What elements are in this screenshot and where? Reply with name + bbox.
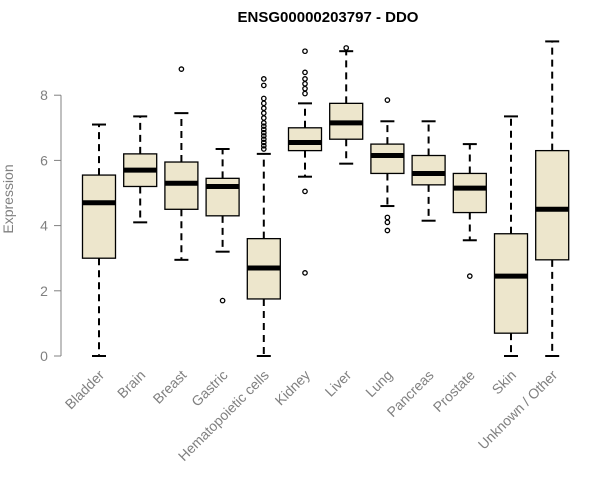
chart-title: ENSG00000203797 - DDO (238, 9, 419, 26)
x-tick-label: Lung (362, 367, 395, 400)
x-tick-label: Brain (114, 367, 148, 401)
outlier-point (302, 76, 308, 82)
outlier-point (260, 100, 267, 107)
outlier-point (302, 188, 308, 195)
iqr-box (205, 177, 240, 217)
y-axis-label: Expression (0, 164, 16, 233)
outlier-point (384, 227, 391, 234)
outlier-point (260, 123, 267, 130)
outlier-point (260, 129, 267, 136)
iqr-box (81, 174, 117, 259)
box-breast (164, 66, 199, 261)
outlier-point (260, 136, 267, 143)
outlier-point (260, 95, 267, 102)
outlier-point (178, 66, 185, 72)
y-tick-label: 0 (40, 348, 48, 364)
outlier-point (260, 146, 267, 152)
box-prostate (452, 143, 487, 279)
iqr-box (287, 127, 323, 152)
y-tick-label: 2 (40, 283, 48, 299)
outlier-point (260, 126, 267, 133)
outlier-point (302, 80, 308, 87)
outlier-point (466, 273, 473, 279)
outlier-point (260, 76, 267, 82)
outlier-point (302, 69, 308, 76)
box-liver (329, 45, 364, 165)
outlier-point (260, 115, 267, 121)
y-tick-label: 4 (40, 218, 48, 234)
outlier-point (260, 110, 267, 116)
y-tick-label: 8 (40, 87, 48, 103)
box-gastric (205, 147, 240, 304)
iqr-box (370, 143, 405, 175)
outlier-point (302, 90, 308, 97)
x-tick-label: Breast (150, 367, 190, 407)
outlier-point (384, 214, 391, 221)
x-tick-label: Liver (322, 367, 355, 400)
x-tick-label: Bladder (62, 367, 108, 413)
outlier-point (260, 139, 267, 146)
outlier-point (260, 133, 267, 139)
box-pancreas (411, 120, 446, 222)
outlier-point (302, 48, 308, 55)
outlier-point (302, 85, 308, 92)
outlier-point (302, 270, 308, 276)
outlier-point (219, 297, 226, 304)
box-brain (123, 115, 158, 224)
outlier-point (260, 105, 267, 112)
iqr-box (493, 233, 529, 334)
outlier-point (384, 219, 391, 226)
x-tick-label: Kidney (272, 367, 314, 409)
iqr-box (411, 154, 446, 186)
outlier-point (260, 142, 267, 149)
y-tick-label: 6 (40, 152, 48, 168)
outlier-point (343, 45, 350, 51)
x-tick-label: Skin (489, 367, 520, 398)
x-tick-label: Prostate (430, 367, 478, 415)
box-skin (493, 115, 529, 357)
box-bladder (81, 123, 117, 357)
y-axis: 0 2 4 6 8 (40, 87, 62, 364)
iqr-box (535, 149, 570, 261)
box-hematopoietic-cells (246, 76, 281, 357)
box-kidney (287, 48, 323, 276)
iqr-box (452, 172, 487, 214)
box-lung (370, 97, 405, 234)
boxes-group (81, 40, 570, 357)
box-unknown-other (535, 40, 570, 357)
outlier-point (384, 97, 391, 103)
outlier-point (260, 82, 267, 89)
